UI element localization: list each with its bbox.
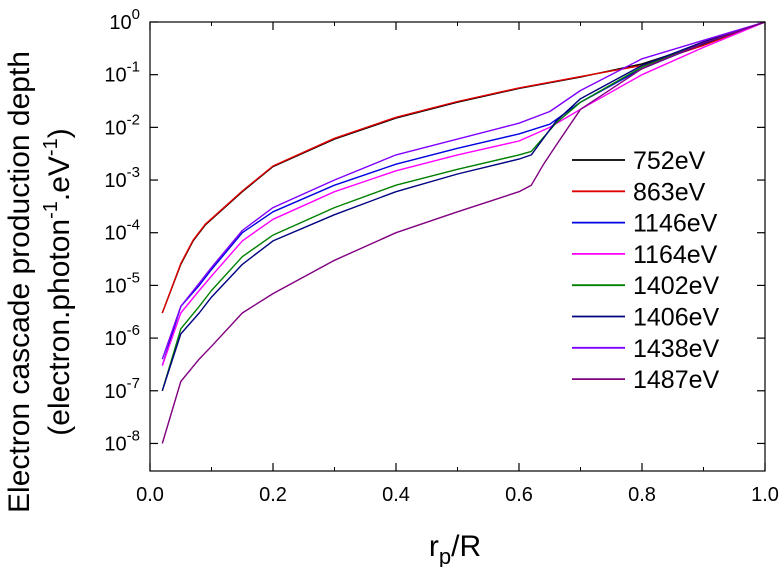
y-axis-title-line1: Electron cascade production depth [3, 51, 36, 513]
legend-label-1402eV: 1402eV [633, 272, 720, 300]
y-axis-title-line2-post: ) [43, 128, 76, 138]
legend-label-1487eV: 1487eV [633, 366, 720, 394]
x-tick-label: 1.0 [751, 484, 779, 506]
x-axis-title-suffix: /R [451, 530, 481, 563]
legend-label-1438eV: 1438eV [633, 335, 720, 363]
legend-label-1146eV: 1146eV [633, 210, 718, 238]
legend-label-863eV: 863eV [633, 178, 706, 206]
legend-label-1164eV: 1164eV [633, 241, 718, 269]
y-axis-title-line2-mid: .eV [43, 156, 76, 201]
x-tick-label: 0.0 [136, 484, 164, 506]
x-tick-label: 0.6 [505, 484, 533, 506]
y-tick-label: 10-8 [104, 427, 140, 455]
legend-label-752eV: 752eV [633, 147, 706, 175]
series-line-1146eV [161, 21, 765, 366]
series-line-1402eV [161, 21, 765, 392]
ticks-layer: 0.0 0.2 0.4 0.6 0.8 1.0 10-8 10-7 10-6 10-5 10-4 10… [104, 6, 779, 506]
y-tick-label: 10-1 [104, 59, 140, 87]
y-tick-label: 100 [109, 6, 140, 34]
series-layer [161, 21, 765, 444]
x-tick-label: 0.4 [382, 484, 410, 506]
series-line-1438eV [161, 21, 765, 360]
x-axis-title-subscript: p [439, 544, 451, 567]
y-tick-label: 10-5 [104, 269, 140, 297]
y-axis-title-line2: (electron.photon-1.eV-1) [40, 128, 76, 435]
y-tick-label: 10-3 [104, 164, 140, 192]
y-tick-label: 10-2 [104, 111, 140, 139]
y-tick-label: 10-4 [104, 217, 140, 245]
y-axis-title-line2-pre: (electron.photon [43, 219, 76, 436]
x-axis-title-r: r [429, 530, 439, 563]
y-tick-label: 10-7 [104, 375, 140, 403]
y-tick-label: 10-6 [104, 322, 140, 350]
legend: 752eV 863eV 1146eV 1164eV 1402eV 1406eV 1438eV… [572, 147, 720, 394]
x-tick-label: 0.8 [628, 484, 656, 506]
legend-label-1406eV: 1406eV [633, 304, 720, 332]
x-tick-label: 0.2 [259, 484, 287, 506]
series-line-1406eV [161, 21, 765, 392]
y-axis-title-line2-sup2: -1 [40, 138, 62, 156]
y-axis-title-line2-sup1: -1 [40, 201, 62, 219]
x-axis-title: rp/R [429, 530, 481, 567]
series-line-1487eV [161, 21, 765, 444]
series-line-1164eV [161, 21, 765, 366]
